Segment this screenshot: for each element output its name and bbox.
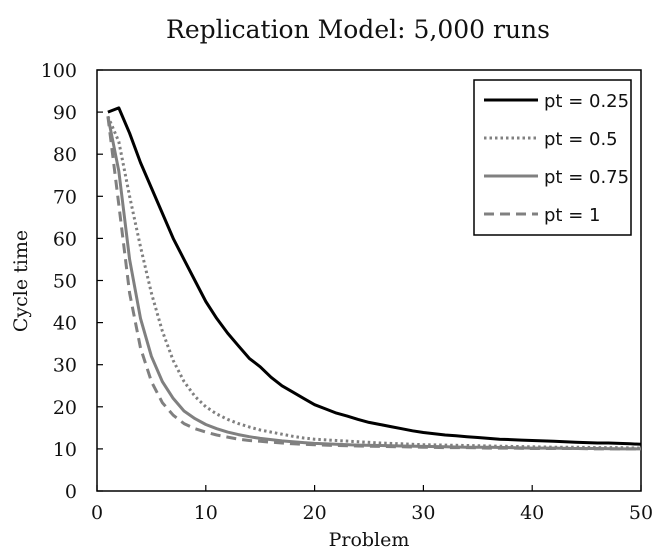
y-tick-label: 40 <box>53 313 77 335</box>
y-tick-label: 90 <box>53 102 77 124</box>
series-line-pt-0-25 <box>107 106 642 446</box>
legend-label: pt = 0.5 <box>544 129 618 150</box>
legend-box <box>473 79 632 236</box>
x-tick-label: 30 <box>411 502 435 524</box>
legend-label: pt = 0.25 <box>544 91 629 112</box>
y-tick-label: 30 <box>53 355 77 377</box>
x-tick-label: 0 <box>91 502 103 524</box>
y-tick-label: 0 <box>65 481 77 503</box>
y-tick-label: 70 <box>53 186 77 208</box>
legend-label: pt = 1 <box>544 205 600 226</box>
chart-title: Replication Model: 5,000 runs <box>166 15 550 44</box>
legend-label: pt = 0.75 <box>544 167 629 188</box>
y-axis-label: Cycle time <box>10 230 32 332</box>
y-tick-label: 50 <box>53 271 77 293</box>
y-tick-label: 80 <box>53 144 77 166</box>
x-tick-label: 40 <box>520 502 544 524</box>
series-line-pt-0-5 <box>106 115 642 450</box>
legend: pt = 0.25 pt = 0.5 pt = 0.75 pt = 1 <box>473 79 632 236</box>
y-tick-label: 10 <box>53 439 77 461</box>
series-layer <box>106 106 642 451</box>
axis-ticks: 0 10 20 30 40 50 0 10 20 30 40 50 60 70 80 90 100 <box>41 60 653 524</box>
y-tick-label: 60 <box>53 228 77 250</box>
x-axis-label: Problem <box>329 529 410 551</box>
x-tick-label: 50 <box>629 502 653 524</box>
y-tick-label: 100 <box>41 60 77 82</box>
x-tick-label: 20 <box>303 502 327 524</box>
y-tick-label: 20 <box>53 397 77 419</box>
x-tick-label: 10 <box>194 502 218 524</box>
